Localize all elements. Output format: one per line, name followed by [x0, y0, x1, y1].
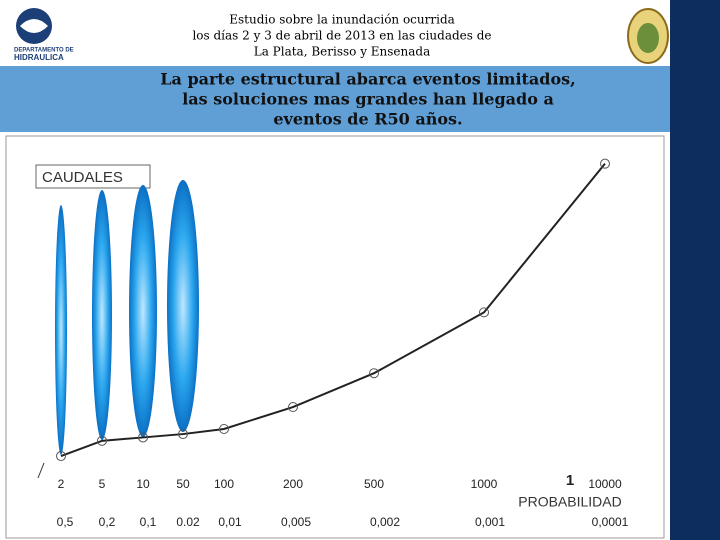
banner-line: La parte estructural abarca eventos limi…: [160, 70, 575, 89]
x-tick-label: 10: [136, 477, 150, 491]
data-point: [219, 423, 229, 434]
logo: DEPARTAMENTO DE HIDRAULICA: [14, 8, 74, 62]
banner: [0, 66, 670, 132]
emblem: [627, 8, 669, 64]
flow-drop: [55, 205, 67, 455]
flow-drop: [167, 180, 199, 432]
x-tick-label: 10000: [588, 477, 622, 491]
data-point: [56, 451, 66, 462]
x-tick-label: 100: [214, 477, 234, 491]
logo-text: DEPARTAMENTO DE: [14, 48, 74, 54]
x-tick-label: 500: [364, 477, 384, 491]
data-point: [479, 307, 489, 318]
data-line: [60, 163, 606, 457]
probability-label: 0,2: [99, 515, 116, 529]
chart-title: CAUDALES: [42, 169, 123, 186]
annotation: 1: [566, 472, 574, 489]
logo-wave: [20, 19, 48, 33]
x-tick-label: 50: [176, 477, 190, 491]
probability-label: 0,01: [218, 515, 242, 529]
side-strip: [670, 0, 720, 540]
banner-line: las soluciones mas grandes han llegado a: [182, 90, 554, 109]
banner-line: eventos de R50 años.: [273, 110, 462, 129]
probability-label: 0.02: [176, 515, 200, 529]
x-tick-label: 5: [99, 477, 106, 491]
title-line: La Plata, Berisso y Ensenada: [254, 45, 431, 59]
data-point: [600, 158, 610, 169]
title-line: Estudio sobre la inundación ocurrida: [229, 13, 455, 27]
chart-frame: [5, 135, 665, 539]
probability-label: 0,002: [370, 515, 400, 529]
logo-text: HIDRAULICA: [14, 53, 64, 62]
probability-label: 0,005: [281, 515, 311, 529]
x-tick-label: 200: [283, 477, 303, 491]
x-tick-label: 1000: [471, 477, 498, 491]
probability-label: 0,5: [57, 515, 74, 529]
data-point: [369, 368, 379, 379]
data-point: [288, 402, 298, 413]
probability-label: 0,0001: [592, 515, 629, 529]
data-point: [97, 435, 107, 446]
x-tick-label: 2: [58, 477, 65, 491]
emblem-core: [637, 23, 659, 53]
data-point: [138, 432, 148, 443]
x-axis-label: PROBABILIDAD: [518, 494, 621, 510]
probability-label: 0,001: [475, 515, 505, 529]
chart-title-box: [35, 164, 151, 189]
flow-drop: [92, 190, 112, 440]
data-point: [178, 429, 188, 440]
axis-stub: [37, 462, 45, 479]
flow-drop: [129, 185, 157, 437]
title-line: los días 2 y 3 de abril de 2013 en las c…: [192, 29, 491, 43]
probability-label: 0,1: [140, 515, 157, 529]
